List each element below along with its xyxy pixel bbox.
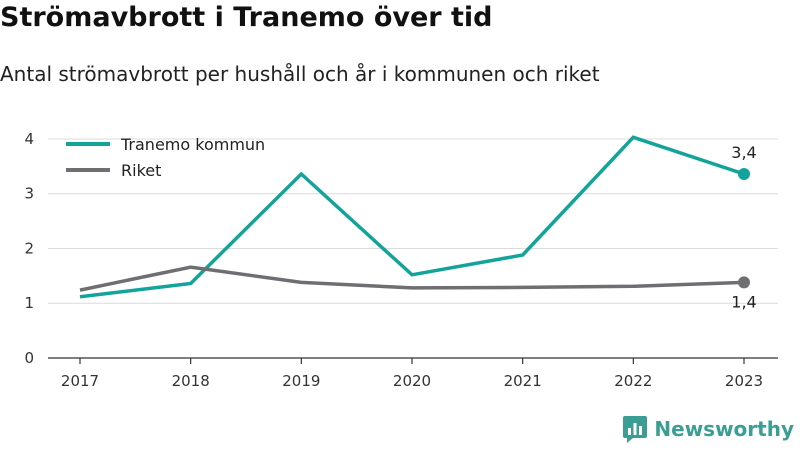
series-end-point-1 (738, 276, 750, 289)
y-tick-label: 2 (24, 239, 34, 257)
series-end-label-1: 1,4 (731, 292, 756, 311)
series-line-0 (79, 135, 745, 299)
legend-label-1: Riket (121, 161, 161, 180)
y-tick-label: 3 (24, 185, 34, 203)
series-line-1 (79, 265, 745, 292)
x-tick-label: 2020 (393, 372, 431, 390)
chart-subtitle: Antal strömavbrott per hushåll och år i … (0, 62, 600, 86)
y-tick-label: 4 (24, 130, 34, 148)
y-tick-label: 1 (24, 294, 34, 312)
brand-logo: Newsworthy (622, 414, 794, 444)
x-tick-label: 2019 (282, 372, 320, 390)
x-tick-label: 2017 (61, 372, 99, 390)
brand-name: Newsworthy (654, 417, 794, 441)
series-end-point-0 (738, 168, 750, 180)
x-tick-label: 2018 (172, 372, 210, 390)
chart-title: Strömavbrott i Tranemo över tid (0, 2, 493, 33)
y-tick-label: 0 (24, 349, 34, 367)
x-tick-label: 2022 (614, 372, 652, 390)
x-tick-label: 2021 (504, 372, 542, 390)
newsworthy-logo-icon (623, 416, 648, 443)
x-tick-label: 2023 (725, 372, 763, 390)
legend-label-0: Tranemo kommun (120, 135, 265, 154)
series-end-label-0: 3,4 (731, 143, 756, 162)
